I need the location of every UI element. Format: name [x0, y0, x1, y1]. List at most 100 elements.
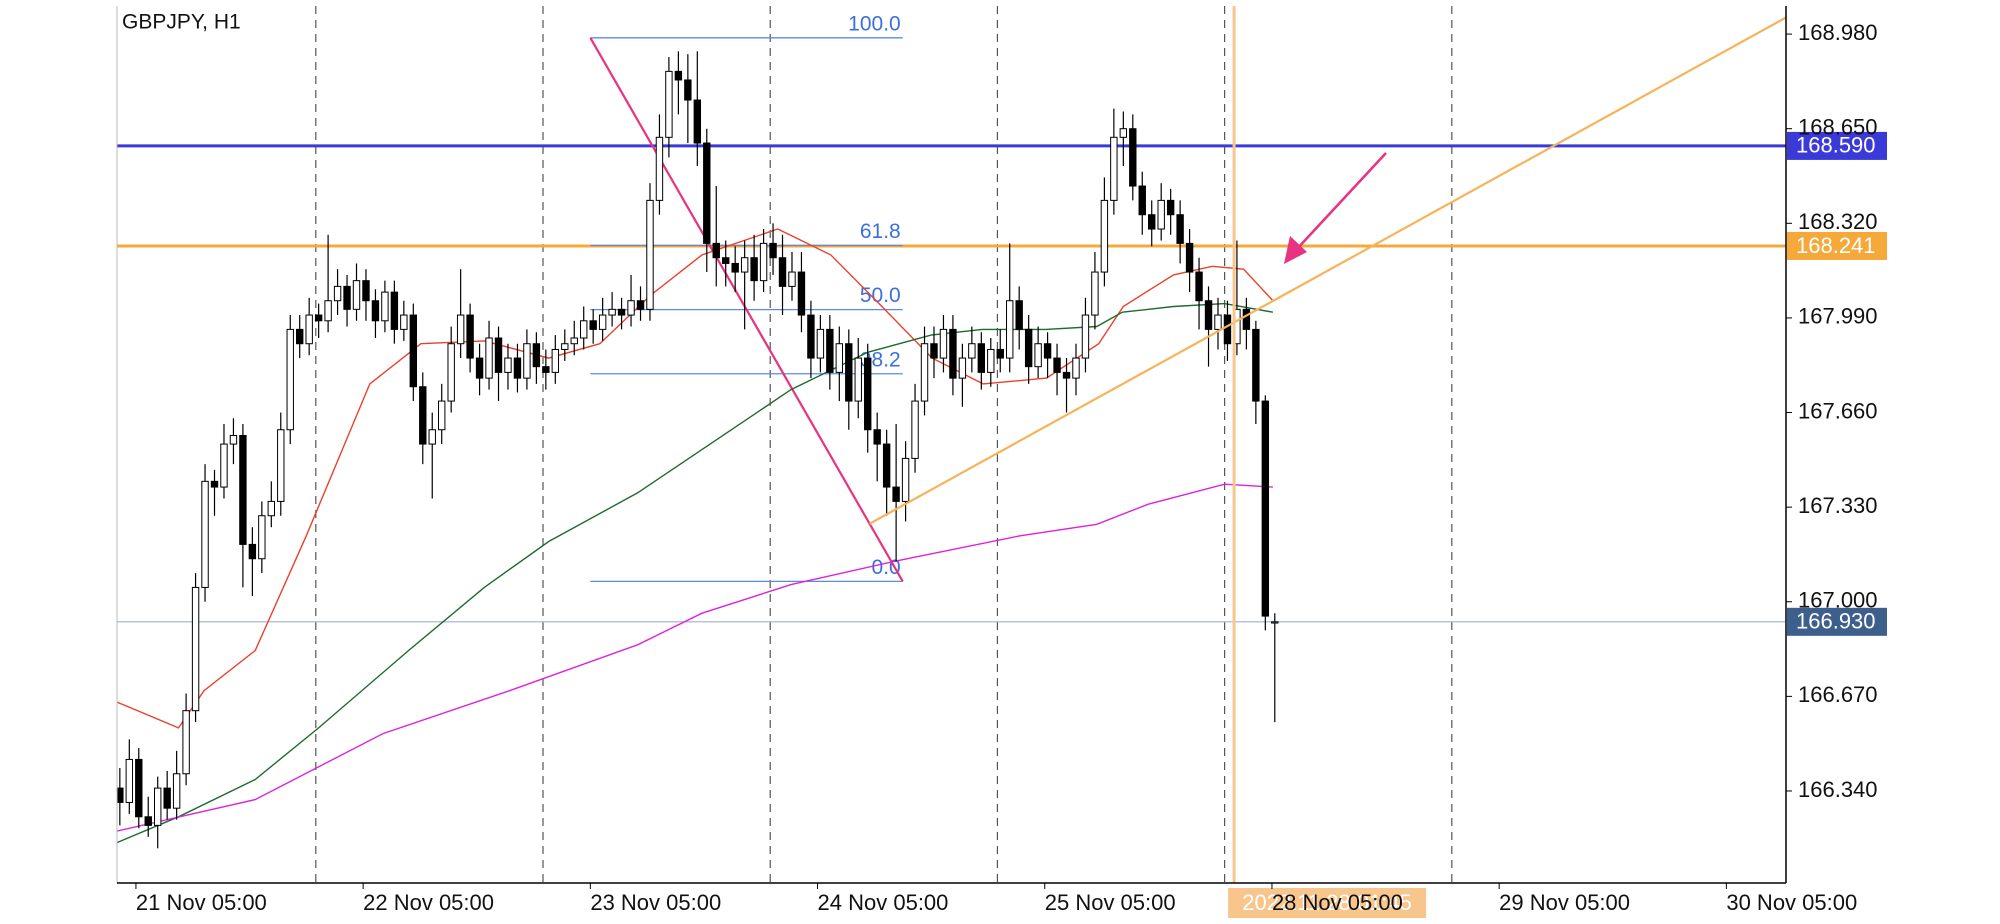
candle-body	[333, 285, 342, 302]
candle-body	[352, 280, 361, 310]
candle-body	[1091, 271, 1099, 316]
crosshair-label-bg	[1228, 888, 1427, 918]
candle-body	[693, 99, 702, 144]
y-tick-label: 167.330	[1798, 493, 1878, 518]
candle-body	[390, 291, 399, 330]
candle-body	[277, 429, 285, 502]
candle-body	[135, 758, 143, 818]
arrow-head	[1284, 236, 1307, 264]
candle-body	[1223, 314, 1232, 345]
candle-body	[1119, 128, 1128, 138]
candle-body	[911, 400, 919, 459]
candle-body	[191, 586, 200, 712]
candle-body	[1166, 199, 1175, 216]
candle-body	[117, 787, 124, 803]
candle-body	[740, 257, 749, 273]
candle-body	[485, 337, 493, 379]
candle-body	[172, 773, 181, 809]
candle-body	[1195, 271, 1203, 302]
candle-body	[324, 300, 332, 322]
moving-average	[117, 483, 1273, 832]
candle-body	[267, 500, 276, 517]
candle-body	[504, 357, 512, 373]
x-tick-label: 29 Nov 05:00	[1499, 890, 1630, 915]
candle-body	[239, 434, 247, 545]
candle-body	[665, 70, 673, 138]
candle-body	[220, 443, 228, 488]
candle-body	[930, 343, 938, 359]
candle-body	[788, 271, 796, 287]
candle-body	[144, 816, 152, 826]
candle-body	[949, 328, 957, 379]
candle-body	[977, 343, 986, 373]
candle-body	[646, 199, 654, 310]
candle-body	[835, 343, 844, 373]
candle-body	[163, 787, 171, 809]
x-tick-label: 23 Nov 05:00	[590, 890, 721, 915]
candle-body	[1271, 621, 1279, 624]
candle-body	[987, 348, 995, 373]
candle-body	[1129, 128, 1137, 187]
candle-body	[750, 257, 758, 282]
candle-body	[438, 400, 446, 431]
candle-body	[305, 314, 313, 345]
candle-body	[627, 300, 635, 316]
candle-body	[210, 480, 219, 488]
candle-body	[428, 429, 436, 445]
y-tick-label: 167.990	[1798, 304, 1878, 329]
candle-body	[561, 343, 569, 350]
candle-body	[1185, 242, 1194, 273]
candle-body	[1100, 199, 1109, 273]
candle-body	[343, 285, 351, 310]
candle-body	[778, 257, 787, 287]
candle-body	[475, 357, 484, 379]
candle-body	[703, 142, 711, 244]
y-tick-label: 167.660	[1798, 398, 1878, 423]
candle-body	[892, 486, 900, 502]
candle-body	[362, 280, 370, 302]
x-tick-label: 21 Nov 05:00	[136, 890, 267, 915]
moving-average	[117, 228, 1274, 729]
y-tick-label: 166.340	[1798, 777, 1878, 802]
candle-body	[996, 348, 1004, 359]
y-tick-label: 168.650	[1798, 115, 1878, 140]
x-tick-label: 30 Nov 05:00	[1726, 890, 1857, 915]
crosshair-label: 2022.11.28 01:45	[1242, 890, 1412, 915]
candle-body	[807, 314, 815, 359]
candle-body	[286, 328, 294, 431]
candle-body	[608, 308, 616, 316]
candle-body	[154, 787, 162, 826]
candle-body	[864, 357, 872, 431]
fib-diagonal	[589, 37, 904, 582]
candle-body	[1242, 308, 1251, 330]
candle-body	[759, 242, 768, 282]
x-tick-label: 24 Nov 05:00	[818, 890, 949, 915]
candle-body	[182, 710, 190, 775]
x-tick-label: 25 Nov 05:00	[1045, 890, 1176, 915]
candle-body	[920, 343, 929, 402]
fib-label: 100.0	[848, 12, 901, 35]
candle-body	[513, 357, 522, 379]
candle-body	[551, 348, 560, 373]
candle-body	[1015, 300, 1023, 330]
candle-body	[314, 314, 323, 322]
candle-body	[1062, 371, 1071, 379]
overlay: 2022.11.28 01:45 168.590 168.241 166.930	[1228, 6, 1887, 918]
candle-body	[371, 300, 380, 322]
candle-body	[1252, 328, 1260, 402]
price-label-bg	[1787, 131, 1887, 160]
candle-body	[1138, 185, 1146, 216]
candle-body	[570, 337, 578, 345]
candle-body	[447, 343, 455, 402]
chart-title: GBPJPY, H1	[122, 11, 241, 34]
candle-body	[456, 314, 465, 345]
candle-body	[1261, 400, 1270, 617]
candle-body	[419, 386, 427, 445]
annotation-arrow	[1284, 152, 1387, 264]
candle-body	[1081, 314, 1090, 359]
candle-body	[826, 328, 834, 373]
candle-body	[523, 343, 531, 379]
candle-body	[1053, 357, 1061, 373]
candle-body	[580, 320, 588, 339]
